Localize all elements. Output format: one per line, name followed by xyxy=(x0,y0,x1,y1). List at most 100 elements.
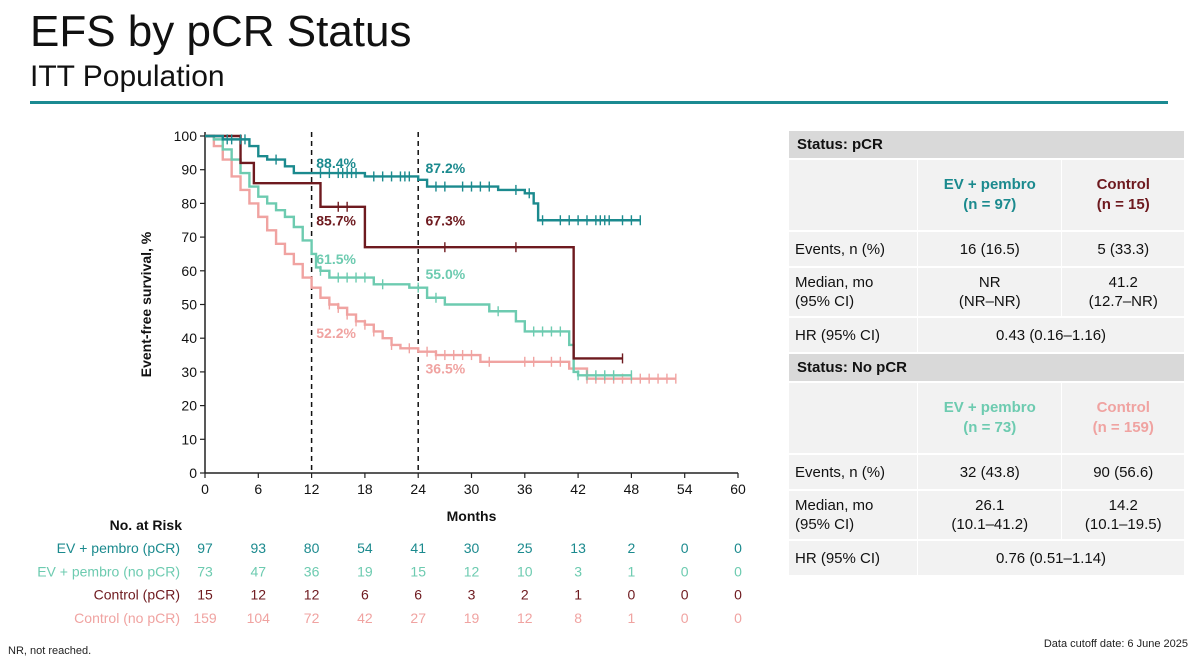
at-risk-value: 80 xyxy=(304,540,320,556)
pcr-median-label-1: Median, mo xyxy=(795,273,874,291)
landmark-value-label: 52.2% xyxy=(316,325,356,341)
at-risk-value: 54 xyxy=(357,540,373,556)
at-risk-value: 6 xyxy=(414,587,422,603)
at-risk-value: 47 xyxy=(251,563,267,579)
nopcr-hr-value: 0.76 (0.51–1.14) xyxy=(918,541,1185,577)
x-tick-label: 24 xyxy=(410,481,426,497)
at-risk-value: 0 xyxy=(734,540,742,556)
at-risk-value: 2 xyxy=(521,587,529,603)
at-risk-title: No. at Risk xyxy=(110,517,183,533)
pcr-arm1-name: EV + pembro xyxy=(943,175,1036,193)
pcr-blank-cell xyxy=(789,160,918,232)
x-tick-label: 48 xyxy=(624,481,640,497)
x-axis-label: Months xyxy=(447,508,497,524)
pcr-median-arm1-ci: (NR–NR) xyxy=(958,293,1021,310)
x-tick-label: 30 xyxy=(464,481,480,497)
y-tick-label: 100 xyxy=(174,128,198,144)
nopcr-events-label: Events, n (%) xyxy=(789,455,918,491)
at-risk-value: 12 xyxy=(304,587,320,603)
at-risk-value: 19 xyxy=(464,610,480,626)
y-tick-label: 60 xyxy=(181,263,197,279)
at-risk-value: 0 xyxy=(681,587,689,603)
y-tick-label: 20 xyxy=(181,398,197,414)
nopcr-median-arm2: 14.2 (10.1–19.5) xyxy=(1062,491,1185,541)
at-risk-value: 1 xyxy=(574,587,582,603)
pcr-median-label-2: (95% CI) xyxy=(795,293,855,310)
pcr-arm1-head: EV + pembro (n = 97) xyxy=(918,160,1063,232)
at-risk-value: 97 xyxy=(197,540,213,556)
nopcr-events-arm2: 90 (56.6) xyxy=(1062,455,1185,491)
at-risk-value: 0 xyxy=(628,587,636,603)
at-risk-value: 36 xyxy=(304,563,320,579)
pcr-events-label: Events, n (%) xyxy=(789,232,918,268)
nopcr-events-arm1: 32 (43.8) xyxy=(918,455,1063,491)
nopcr-median-label-2: (95% CI) xyxy=(795,516,855,533)
nopcr-hr-label: HR (95% CI) xyxy=(789,541,918,577)
at-risk-value: 6 xyxy=(361,587,369,603)
pcr-arm2-head: Control (n = 15) xyxy=(1062,160,1185,232)
pcr-arm1-n: (n = 97) xyxy=(963,196,1017,213)
y-axis-label: Event-free survival, % xyxy=(138,231,154,377)
at-risk-value: 10 xyxy=(517,563,533,579)
nopcr-median-arm2-ci: (10.1–19.5) xyxy=(1084,516,1162,533)
nopcr-arm1-name: EV + pembro xyxy=(943,398,1036,416)
at-risk-value: 0 xyxy=(734,610,742,626)
x-tick-label: 0 xyxy=(201,481,209,497)
pcr-arm2-name: Control xyxy=(1096,175,1150,193)
pcr-median-arm1-value: NR xyxy=(978,273,1001,291)
nopcr-median-arm1-ci: (10.1–41.2) xyxy=(951,516,1029,533)
page-title: EFS by pCR Status xyxy=(30,7,412,56)
y-tick-label: 30 xyxy=(181,364,197,380)
y-tick-label: 0 xyxy=(189,465,197,481)
at-risk-value: 0 xyxy=(681,563,689,579)
pcr-median-arm2-value: 41.2 xyxy=(1108,273,1138,291)
at-risk-row-label: EV + pembro (pCR) xyxy=(57,540,180,556)
x-tick-label: 42 xyxy=(570,481,586,497)
at-risk-value: 72 xyxy=(304,610,320,626)
at-risk-value: 12 xyxy=(517,610,533,626)
at-risk-value: 1 xyxy=(628,563,636,579)
landmark-value-label: 36.5% xyxy=(426,361,466,377)
at-risk-value: 93 xyxy=(251,540,267,556)
at-risk-value: 0 xyxy=(734,563,742,579)
at-risk-value: 41 xyxy=(410,540,426,556)
stats-table: Status: pCR EV + pembro (n = 97) Control (… xyxy=(789,131,1185,577)
nopcr-arm1-n: (n = 73) xyxy=(963,419,1017,436)
nopcr-arm2-n: (n = 159) xyxy=(1092,419,1154,436)
nopcr-median-arm2-value: 14.2 xyxy=(1108,496,1138,514)
at-risk-value: 12 xyxy=(251,587,267,603)
nopcr-median-arm1-value: 26.1 xyxy=(975,496,1005,514)
title-divider xyxy=(30,101,1168,104)
at-risk-value: 8 xyxy=(574,610,582,626)
nopcr-median-label-1: Median, mo xyxy=(795,496,874,514)
x-tick-label: 18 xyxy=(357,481,373,497)
at-risk-value: 27 xyxy=(410,610,426,626)
footnote: NR, not reached. xyxy=(8,645,92,657)
y-tick-label: 50 xyxy=(181,297,197,313)
at-risk-value: 0 xyxy=(681,610,689,626)
landmark-value-label: 88.4% xyxy=(316,155,356,171)
nopcr-arm1-head: EV + pembro (n = 73) xyxy=(918,383,1063,455)
at-risk-value: 1 xyxy=(628,610,636,626)
km-curve xyxy=(205,134,641,222)
x-tick-label: 6 xyxy=(254,481,262,497)
pcr-arm2-n: (n = 15) xyxy=(1096,196,1150,213)
pcr-hr-value: 0.43 (0.16–1.16) xyxy=(918,318,1185,354)
landmark-value-label: 55.0% xyxy=(426,266,466,282)
at-risk-value: 73 xyxy=(197,563,213,579)
pcr-median-arm2: 41.2 (12.7–NR) xyxy=(1062,268,1185,318)
y-tick-label: 10 xyxy=(181,431,197,447)
pcr-header: Status: pCR xyxy=(789,131,1185,160)
y-tick-label: 80 xyxy=(181,195,197,211)
at-risk-value: 19 xyxy=(357,563,373,579)
pcr-median-label: Median, mo (95% CI) xyxy=(789,268,918,318)
data-cutoff: Data cutoff date: 6 June 2025 xyxy=(1043,638,1188,650)
pcr-events-arm1: 16 (16.5) xyxy=(918,232,1063,268)
at-risk-value: 12 xyxy=(464,563,480,579)
at-risk-value: 0 xyxy=(681,540,689,556)
at-risk-value: 30 xyxy=(464,540,480,556)
x-tick-label: 60 xyxy=(730,481,746,497)
at-risk-row-label: Control (no pCR) xyxy=(74,610,180,626)
at-risk-value: 15 xyxy=(197,587,213,603)
